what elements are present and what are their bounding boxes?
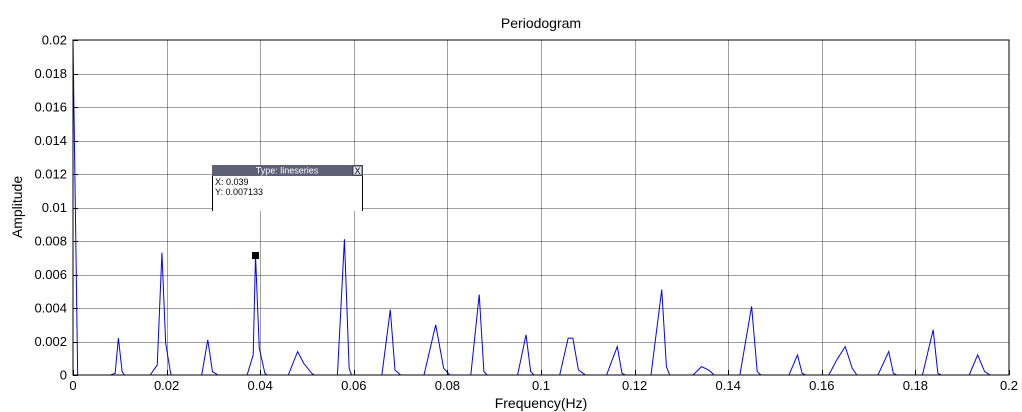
datatip-close-icon[interactable]: X bbox=[354, 166, 360, 176]
y-tick-label: 0.006 bbox=[34, 267, 67, 282]
y-tick-label: 0.02 bbox=[42, 33, 67, 48]
y-tick-label: 0.012 bbox=[34, 167, 67, 182]
y-tick-label: 0.004 bbox=[34, 301, 67, 316]
x-tick-label: 0.14 bbox=[716, 378, 741, 393]
x-tick-label: 0.06 bbox=[341, 378, 366, 393]
x-axis-label: Frequency(Hz) bbox=[495, 395, 588, 411]
y-tick-label: 0.016 bbox=[34, 100, 67, 115]
y-tick-label: 0.014 bbox=[34, 133, 67, 148]
chart-title: Periodogram bbox=[501, 15, 581, 31]
datatip-y-value: Y: 0.007133 bbox=[215, 187, 263, 197]
datatip-close-button[interactable] bbox=[352, 165, 363, 176]
x-tick-label: 0 bbox=[69, 378, 76, 393]
x-tick-label: 0.04 bbox=[248, 378, 273, 393]
x-tick-label: 0.18 bbox=[903, 378, 928, 393]
y-tick-label: 0.018 bbox=[34, 66, 67, 81]
x-tick-label: 0.1 bbox=[532, 378, 550, 393]
x-tick-label: 0.16 bbox=[809, 378, 834, 393]
datatip-title: Type: lineseries bbox=[256, 166, 319, 176]
x-tick-label: 0.02 bbox=[154, 378, 179, 393]
y-tick-label: 0.01 bbox=[42, 200, 67, 215]
datatip[interactable]: Type: lineseries X X: 0.039 Y: 0.007133 bbox=[212, 165, 363, 260]
x-tick-label: 0.12 bbox=[622, 378, 647, 393]
tick-layer: 0 0.02 0.04 0.06 0.08 0.1 0.12 0.14 0.16 0.18 0.2 0… bbox=[34, 33, 1018, 394]
y-tick-label: 0 bbox=[60, 368, 67, 383]
series-line-1[interactable] bbox=[72, 39, 1009, 376]
x-tick-label: 0.2 bbox=[1000, 378, 1018, 393]
x-tick-label: 0.08 bbox=[435, 378, 460, 393]
datatip-marker[interactable] bbox=[252, 252, 260, 260]
y-tick-label: 0.008 bbox=[34, 234, 67, 249]
y-axis-label: Amplitude bbox=[9, 176, 25, 238]
grid bbox=[73, 40, 1009, 375]
y-tick-label: 0.002 bbox=[34, 334, 67, 349]
datatip-x-value: X: 0.039 bbox=[215, 177, 249, 187]
datatip-titlebar[interactable] bbox=[212, 165, 363, 176]
series-layer bbox=[72, 39, 1009, 376]
